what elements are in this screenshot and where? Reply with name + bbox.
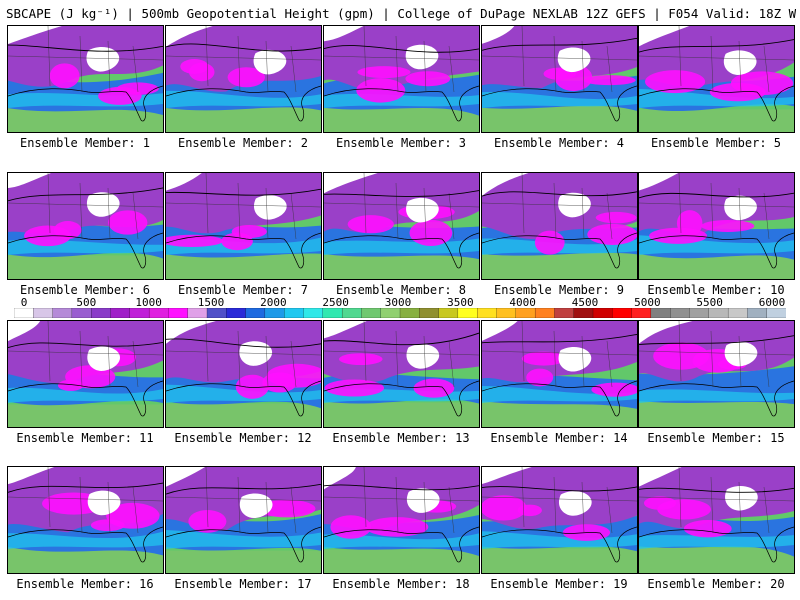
colorbar-swatch <box>14 308 34 318</box>
colorbar-tick-label: 5500 <box>696 296 723 309</box>
ensemble-member-label: Ensemble Member: 15 <box>647 431 785 445</box>
ensemble-member-label: Ensemble Member: 11 <box>16 431 154 445</box>
ensemble-member-label: Ensemble Member: 5 <box>650 136 782 150</box>
colorbar-swatch <box>71 308 92 318</box>
colorbar-tick-label: 3000 <box>384 296 412 309</box>
ensemble-member-label: Ensemble Member: 14 <box>490 431 628 445</box>
ensemble-member-label: Ensemble Member: 7 <box>177 283 309 297</box>
colorbar-tick-label: 1500 <box>197 296 225 309</box>
ensemble-member-label: Ensemble Member: 20 <box>647 577 785 591</box>
ensemble-member-label: Ensemble Member: 13 <box>332 431 470 445</box>
ensemble-panel-1 <box>7 25 164 133</box>
colorbar-swatch <box>322 308 343 318</box>
ensemble-member-label: Ensemble Member: 18 <box>332 577 470 591</box>
colorbar-swatch <box>264 308 285 318</box>
colorbar-tick-label: 2500 <box>322 296 349 309</box>
colorbar-swatch <box>477 308 497 318</box>
ensemble-panel-14 <box>481 320 638 428</box>
colorbar-tick-label: 500 <box>76 296 97 309</box>
ensemble-panel-15 <box>638 320 795 428</box>
colorbar-tick-label: 1000 <box>135 296 162 309</box>
colorbar-swatch <box>341 308 362 318</box>
colorbar-tick-label: 4000 <box>509 296 536 309</box>
colorbar-swatch <box>148 308 169 318</box>
colorbar-swatch <box>534 308 555 318</box>
ensemble-member-label: Ensemble Member: 8 <box>335 283 467 297</box>
colorbar-swatch <box>708 308 729 318</box>
colorbar-swatch <box>573 308 594 318</box>
colorbar-swatch <box>110 308 131 318</box>
colorbar-swatch <box>52 308 73 318</box>
ensemble-panel-18 <box>323 466 480 574</box>
colorbar-tick-label: 6000 <box>758 296 786 309</box>
colorbar-swatch <box>650 308 671 318</box>
colorbar-swatch <box>554 308 575 318</box>
ensemble-member-label: Ensemble Member: 4 <box>493 136 625 150</box>
colorbar-swatch <box>303 308 324 318</box>
ensemble-member-label: Ensemble Member: 6 <box>19 283 151 297</box>
colorbar-tick-label: 4500 <box>571 296 599 309</box>
ensemble-member-label: Ensemble Member: 3 <box>335 136 467 150</box>
colorbar-swatch <box>727 308 748 318</box>
colorbar-swatch <box>689 308 710 318</box>
colorbar-swatch <box>91 308 111 318</box>
ensemble-panel-4 <box>481 25 638 133</box>
ensemble-panel-7 <box>165 172 322 280</box>
colorbar-tick-label: 3500 <box>447 296 474 309</box>
ensemble-member-label: Ensemble Member: 19 <box>490 577 628 591</box>
ensemble-member-label: Ensemble Member: 9 <box>493 283 625 297</box>
colorbar-swatch <box>766 308 786 318</box>
ensemble-panel-3 <box>323 25 480 133</box>
colorbar-tick-label: 5000 <box>634 296 661 309</box>
colorbar-swatch <box>419 308 440 318</box>
ensemble-member-label: Ensemble Member: 17 <box>174 577 312 591</box>
colorbar-swatch <box>747 308 768 318</box>
colorbar-swatch <box>515 308 536 318</box>
ensemble-panel-20 <box>638 466 795 574</box>
colorbar-swatch <box>496 308 517 318</box>
colorbar-swatch <box>226 308 247 318</box>
colorbar-swatch <box>284 308 304 318</box>
colorbar-swatch <box>33 308 54 318</box>
ensemble-member-label: Ensemble Member: 12 <box>174 431 312 445</box>
colorbar-swatch <box>245 308 266 318</box>
ensemble-member-label: Ensemble Member: 16 <box>16 577 154 591</box>
ensemble-panel-2 <box>165 25 322 133</box>
ensemble-panel-16 <box>7 466 164 574</box>
ensemble-panel-10 <box>638 172 795 280</box>
colorbar-swatch <box>457 308 478 318</box>
colorbar-swatch <box>187 308 208 318</box>
ensemble-member-label: Ensemble Member: 2 <box>177 136 309 150</box>
colorbar-swatch <box>631 308 652 318</box>
colorbar-swatch <box>592 308 613 318</box>
colorbar-swatch <box>670 308 690 318</box>
sbcape-colorbar <box>14 308 786 318</box>
colorbar-swatch <box>399 308 420 318</box>
colorbar-tick-label: 0 <box>20 296 28 309</box>
ensemble-panel-8 <box>323 172 480 280</box>
ensemble-member-label: Ensemble Member: 1 <box>19 136 151 150</box>
map-title: SBCAPE (J kg⁻¹) | 500mb Geopotential Hei… <box>6 6 796 21</box>
colorbar-tick-label: 2000 <box>260 296 287 309</box>
ensemble-panel-19 <box>481 466 638 574</box>
ensemble-panel-13 <box>323 320 480 428</box>
colorbar-swatch <box>206 308 227 318</box>
colorbar-swatch <box>129 308 150 318</box>
ensemble-panel-6 <box>7 172 164 280</box>
colorbar-swatch <box>380 308 401 318</box>
ensemble-panel-11 <box>7 320 164 428</box>
colorbar-swatch <box>361 308 382 318</box>
ensemble-panel-17 <box>165 466 322 574</box>
ensemble-member-label: Ensemble Member: 10 <box>647 283 785 297</box>
ensemble-panel-5 <box>638 25 795 133</box>
colorbar-swatch <box>438 308 459 318</box>
ensemble-panel-9 <box>481 172 638 280</box>
ensemble-panel-12 <box>165 320 322 428</box>
colorbar-swatch <box>168 308 189 318</box>
colorbar-swatch <box>612 308 633 318</box>
